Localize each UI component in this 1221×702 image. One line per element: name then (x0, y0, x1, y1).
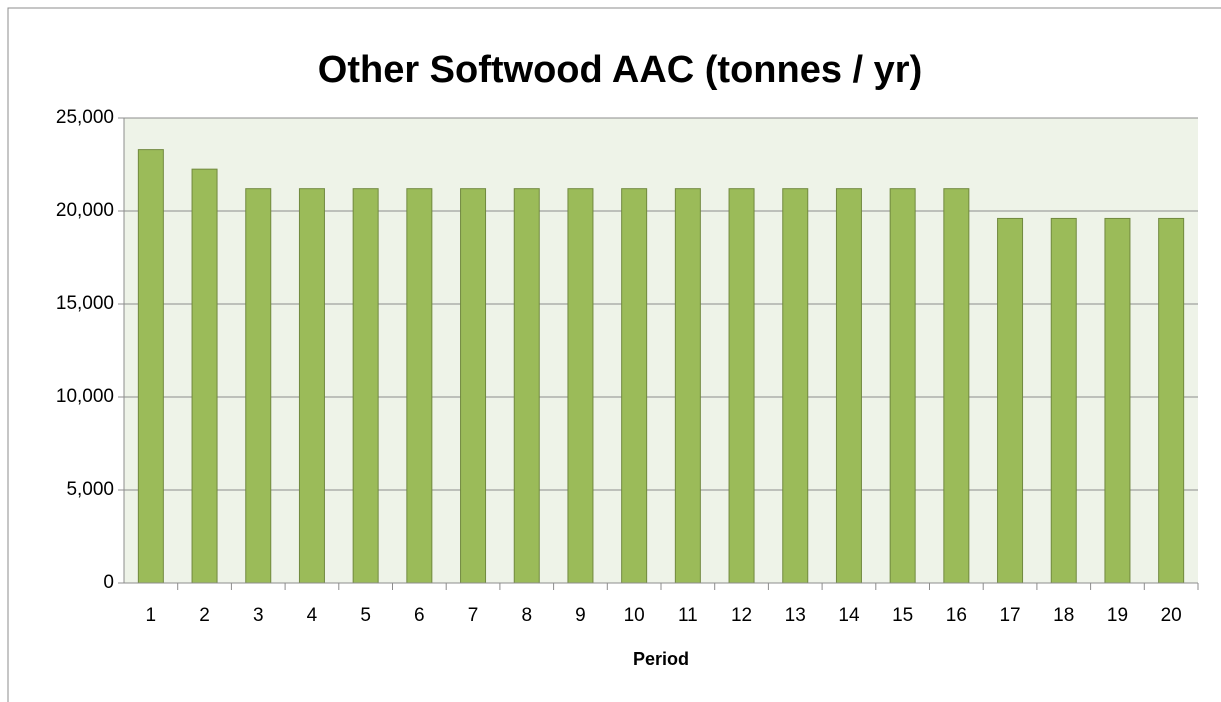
bar (1158, 217, 1185, 584)
x-tick-label: 6 (414, 605, 425, 626)
bar (943, 188, 970, 584)
bar (621, 188, 648, 584)
x-tick-label: 14 (838, 605, 860, 626)
plot-area (124, 118, 1198, 583)
bar (298, 188, 325, 584)
x-tick-label: 10 (624, 605, 645, 626)
bar (997, 217, 1024, 584)
x-tick-label: 16 (946, 605, 967, 626)
chart-title: Other Softwood AAC (tonnes / yr) (318, 49, 922, 91)
y-tick-label: 5,000 (66, 479, 114, 500)
x-tick-label: 4 (307, 605, 318, 626)
y-tick-label: 20,000 (56, 200, 114, 221)
bar (782, 188, 809, 584)
x-tick-label: 12 (731, 605, 752, 626)
x-tick-label: 8 (521, 605, 532, 626)
x-tick-label: 7 (468, 605, 479, 626)
bar (191, 168, 218, 584)
bar (1050, 217, 1077, 584)
x-tick-label: 1 (146, 605, 157, 626)
y-tick-label: 15,000 (56, 293, 114, 314)
bar (406, 188, 433, 584)
bar (137, 149, 164, 584)
x-tick-label: 5 (360, 605, 371, 626)
x-tick-label: 18 (1053, 605, 1074, 626)
x-axis-label: Period (633, 649, 689, 669)
x-tick-label: 11 (678, 605, 698, 626)
bar (1104, 217, 1131, 584)
y-tick-label: 25,000 (56, 107, 114, 128)
x-tick-label: 17 (999, 605, 1020, 626)
bar (835, 188, 862, 584)
y-tick-label: 10,000 (56, 386, 114, 407)
bar (889, 188, 916, 584)
x-tick-label: 2 (199, 605, 210, 626)
x-tick-label: 20 (1161, 605, 1182, 626)
x-tick-label: 9 (575, 605, 586, 626)
x-tick-label: 13 (785, 605, 806, 626)
y-tick-label: 0 (103, 572, 114, 593)
x-tick-label: 15 (892, 605, 913, 626)
bar (567, 188, 594, 584)
bar (728, 188, 755, 584)
bar (352, 188, 379, 584)
bar (674, 188, 701, 584)
x-tick-label: 3 (253, 605, 264, 626)
x-tick-label: 19 (1107, 605, 1128, 626)
bar (460, 188, 487, 584)
bar (245, 188, 272, 584)
bar (513, 188, 540, 584)
